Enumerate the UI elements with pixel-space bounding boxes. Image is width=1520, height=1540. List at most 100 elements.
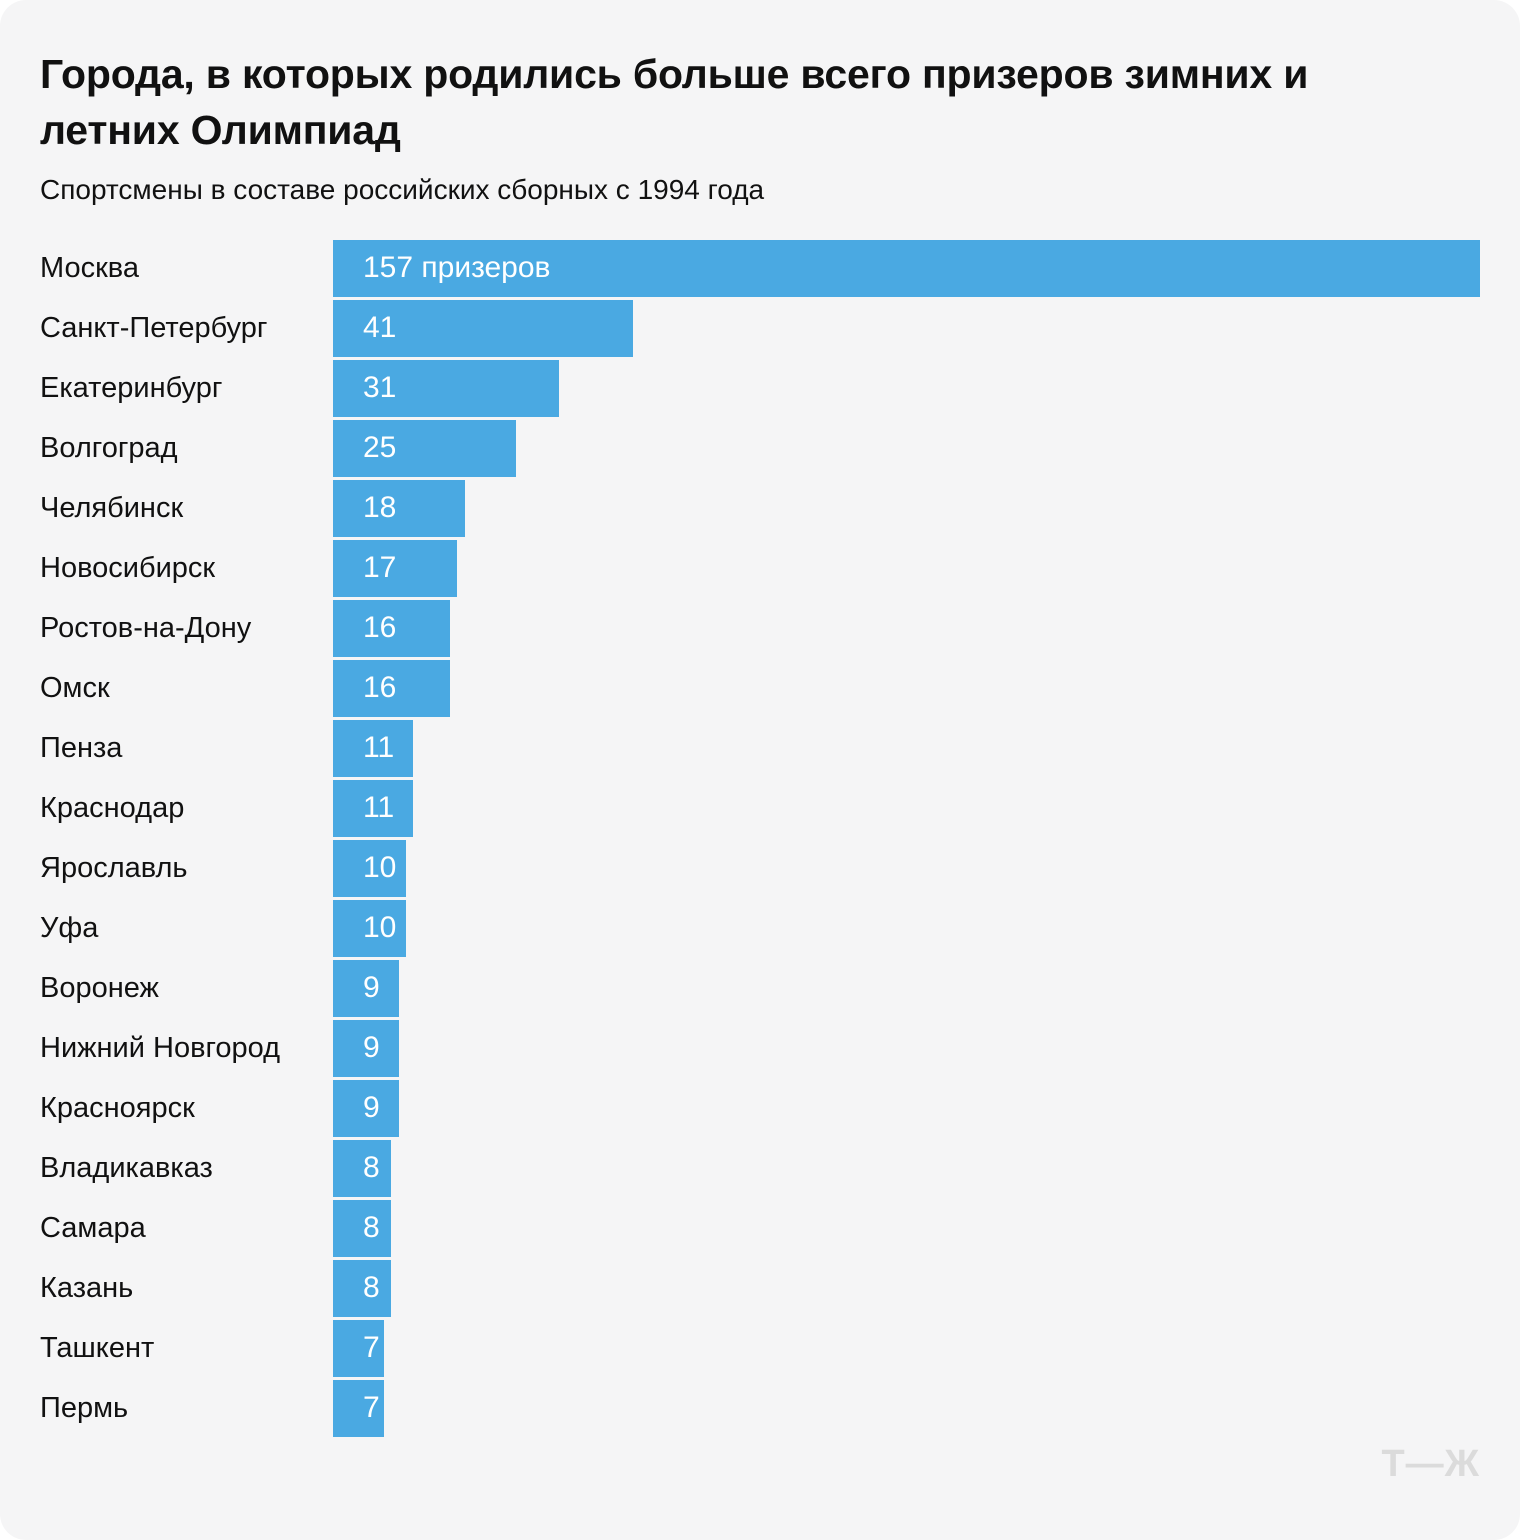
bar-track: 9 — [333, 958, 1480, 1018]
city-label: Ярославль — [40, 851, 188, 884]
bar-track: 7 — [333, 1318, 1480, 1378]
city-label: Москва — [40, 251, 140, 284]
bar: 9 — [333, 1019, 399, 1077]
bar: 7 — [333, 1319, 385, 1377]
bar: 16 — [333, 599, 450, 657]
bar-value-label: 10 — [363, 911, 397, 944]
bar-value-label: 7 — [363, 1391, 380, 1424]
bar-track: 157 призеров — [333, 238, 1480, 298]
bar-value-label: 18 — [363, 491, 397, 524]
bar-value-label: 16 — [363, 611, 397, 644]
bar-track: 7 — [333, 1378, 1480, 1438]
chart-row: Новосибирск 17 — [40, 538, 1480, 598]
bar: 8 — [333, 1199, 392, 1257]
chart-row: Казань 8 — [40, 1258, 1480, 1318]
chart-row: Ярославль 10 — [40, 838, 1480, 898]
bar-track: 10 — [333, 838, 1480, 898]
city-label: Уфа — [40, 911, 99, 944]
city-label: Пермь — [40, 1391, 129, 1424]
bar: 31 — [333, 359, 560, 417]
city-label: Санкт-Петербург — [40, 311, 268, 344]
chart-row: Самара 8 — [40, 1198, 1480, 1258]
bar-value-label: 9 — [363, 971, 380, 1004]
bar-value-label: 16 — [363, 671, 397, 704]
city-label: Волгоград — [40, 431, 178, 464]
bar-track: 18 — [333, 478, 1480, 538]
bar-track: 11 — [333, 718, 1480, 778]
bar-track: 25 — [333, 418, 1480, 478]
page-subtitle: Спортсмены в составе российских сборных … — [40, 174, 765, 205]
chart-row: Волгоград 25 — [40, 418, 1480, 478]
city-label: Омск — [40, 671, 110, 704]
city-label: Самара — [40, 1211, 146, 1244]
chart-row: Санкт-Петербург 41 — [40, 298, 1480, 358]
bar: 10 — [333, 899, 407, 957]
bar-chart: Москва 157 призеров Санкт-Петербург 41 Екате… — [40, 238, 1480, 1438]
chart-row: Красноярск 9 — [40, 1078, 1480, 1138]
bar: 8 — [333, 1139, 392, 1197]
chart-row: Ташкент 7 — [40, 1318, 1480, 1378]
city-label: Пенза — [40, 731, 123, 764]
city-label: Новосибирск — [40, 551, 216, 584]
bar-track: 17 — [333, 538, 1480, 598]
bar-value-label: 157 призеров — [363, 251, 551, 284]
bar: 9 — [333, 1079, 399, 1137]
page-title: Города, в которых родились больше всего … — [40, 51, 1309, 153]
bar: 41 — [333, 299, 633, 357]
bar-track: 8 — [333, 1198, 1480, 1258]
bar-track: 31 — [333, 358, 1480, 418]
bar: 9 — [333, 959, 399, 1017]
bar-value-label: 9 — [363, 1091, 380, 1124]
chart-row: Пенза 11 — [40, 718, 1480, 778]
bar-value-label: 10 — [363, 851, 397, 884]
bar-value-label: 8 — [363, 1211, 380, 1244]
bar-track: 9 — [333, 1018, 1480, 1078]
chart-row: Краснодар 11 — [40, 778, 1480, 838]
bar-value-label: 8 — [363, 1151, 380, 1184]
bar: 10 — [333, 839, 407, 897]
bar-value-label: 41 — [363, 311, 397, 344]
bar: 11 — [333, 779, 414, 837]
bar-value-label: 11 — [363, 791, 395, 824]
bar: 8 — [333, 1259, 392, 1317]
bar-track: 10 — [333, 898, 1480, 958]
city-label: Нижний Новгород — [40, 1031, 281, 1064]
chart-row: Москва 157 призеров — [40, 238, 1480, 298]
chart-row: Воронеж 9 — [40, 958, 1480, 1018]
bar-value-label: 8 — [363, 1271, 380, 1304]
bar: 25 — [333, 419, 516, 477]
chart-row: Ростов-на-Дону 16 — [40, 598, 1480, 658]
bar: 11 — [333, 719, 414, 777]
city-label: Воронеж — [40, 971, 159, 1004]
chart-row: Пермь 7 — [40, 1378, 1480, 1438]
bar: 7 — [333, 1379, 385, 1437]
chart-row: Екатеринбург 31 — [40, 358, 1480, 418]
bar-value-label: 11 — [363, 731, 395, 764]
bar-value-label: 17 — [363, 551, 397, 584]
bar: 16 — [333, 659, 450, 717]
bar: 17 — [333, 539, 458, 597]
city-label: Владикавказ — [40, 1151, 213, 1184]
city-label: Челябинск — [40, 491, 184, 524]
chart-row: Челябинск 18 — [40, 478, 1480, 538]
city-label: Ташкент — [40, 1331, 155, 1364]
city-label: Казань — [40, 1271, 134, 1304]
bar-track: 8 — [333, 1258, 1480, 1318]
city-label: Екатеринбург — [40, 371, 223, 404]
bar: 18 — [333, 479, 465, 537]
bar-track: 9 — [333, 1078, 1480, 1138]
bar-value-label: 9 — [363, 1031, 380, 1064]
tj-logo: Т—Ж — [1381, 1443, 1480, 1485]
city-label: Ростов-на-Дону — [40, 611, 252, 644]
bar-value-label: 31 — [363, 371, 397, 404]
chart-row: Владикавказ 8 — [40, 1138, 1480, 1198]
bar-track: 16 — [333, 658, 1480, 718]
chart-row: Нижний Новгород 9 — [40, 1018, 1480, 1078]
city-label: Краснодар — [40, 791, 185, 824]
bar-track: 16 — [333, 598, 1480, 658]
bar-track: 11 — [333, 778, 1480, 838]
chart-row: Уфа 10 — [40, 898, 1480, 958]
bar: 157 призеров — [333, 239, 1480, 297]
bar-value-label: 7 — [363, 1331, 380, 1364]
